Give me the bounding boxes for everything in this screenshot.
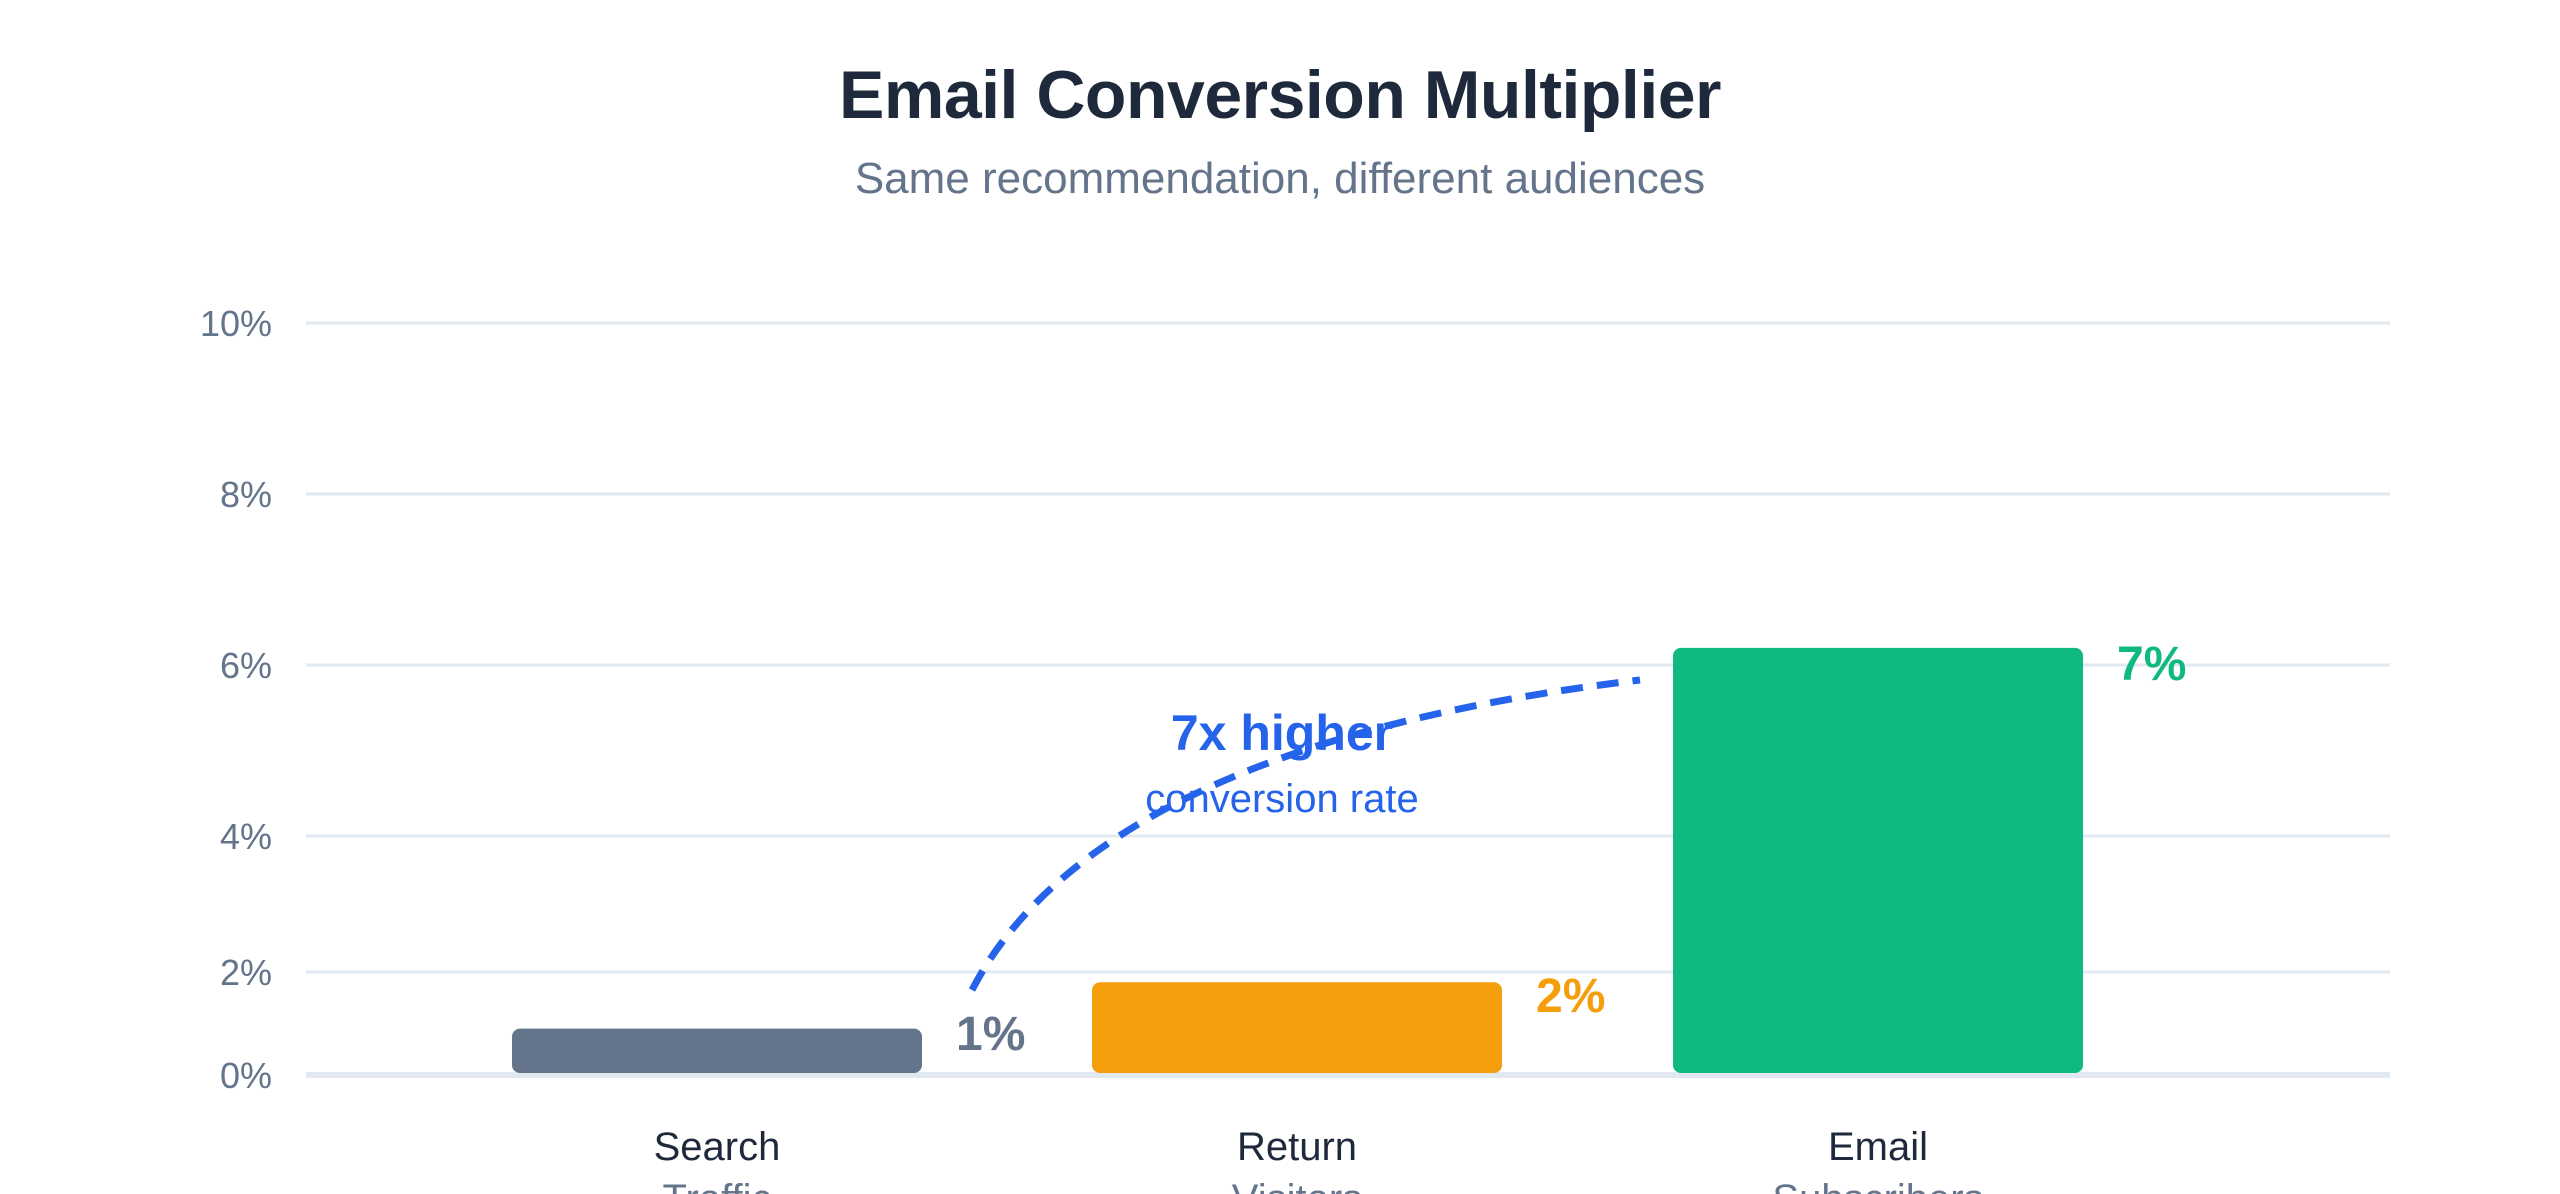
- value-label: 1%: [956, 1008, 1025, 1061]
- value-label: 7%: [2117, 638, 2186, 691]
- category-sublabel: Subscribers: [1772, 1177, 1983, 1194]
- y-tick-label: 6%: [220, 645, 272, 686]
- category-label: Email: [1828, 1125, 1928, 1169]
- bar-return: [1092, 982, 1502, 1073]
- y-tick-label: 0%: [220, 1055, 272, 1096]
- chart-subtitle: Same recommendation, different audiences: [854, 154, 1706, 203]
- category-sublabel: Traffic: [663, 1177, 772, 1194]
- y-tick-label: 10%: [200, 303, 272, 344]
- annotation-title: 7x higher: [1171, 705, 1393, 761]
- chart-title: Email Conversion Multiplier: [839, 57, 1722, 133]
- y-tick-label: 8%: [220, 474, 272, 515]
- y-tick-label: 4%: [220, 816, 272, 857]
- category-label: Return: [1237, 1125, 1357, 1169]
- category-label: Search: [654, 1125, 781, 1169]
- y-tick-label: 2%: [220, 952, 272, 993]
- annotation-subtitle: conversion rate: [1145, 777, 1418, 821]
- bar-search: [512, 1028, 922, 1073]
- category-sublabel: Visitors: [1232, 1177, 1362, 1194]
- bar-email: [1673, 647, 2083, 1073]
- annotation-arrow: [968, 676, 1641, 992]
- value-label: 2%: [1536, 970, 1605, 1023]
